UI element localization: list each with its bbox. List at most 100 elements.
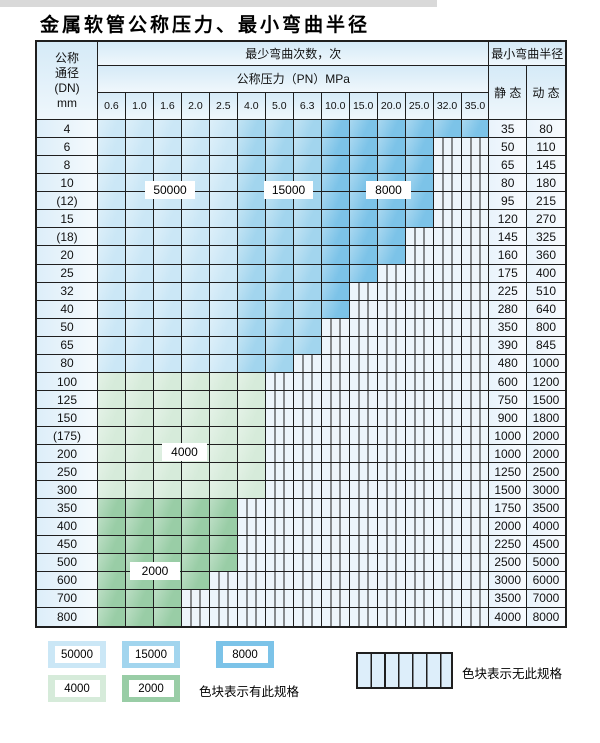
cycles-cell-empty — [349, 409, 378, 428]
dn-cell: 150 — [37, 409, 98, 428]
cycles-cell — [125, 336, 154, 355]
cycles-cell — [98, 499, 126, 518]
cycles-cell — [209, 409, 238, 428]
cycles-cell — [125, 156, 154, 175]
cycles-cell-empty — [461, 228, 490, 247]
dn-cell: 200 — [37, 445, 98, 464]
cycles-cell — [98, 300, 126, 319]
cycles-cell — [293, 246, 322, 265]
cycles-cell-empty — [349, 553, 378, 572]
cycles-cell-empty — [293, 391, 322, 410]
cycles-cell — [433, 120, 462, 139]
dynamic-radius-cell: 845 — [526, 336, 565, 355]
cycles-cell-empty — [461, 336, 490, 355]
cycles-cell — [405, 120, 434, 139]
cycles-cell-empty — [181, 607, 210, 626]
cycles-cell — [405, 192, 434, 211]
cycles-cell-empty — [209, 607, 238, 626]
cycles-cell — [321, 120, 350, 139]
cycles-cell — [209, 517, 238, 536]
cycles-cell-empty — [433, 138, 462, 157]
cycles-cell-empty — [265, 463, 294, 482]
cycles-cell — [321, 282, 350, 301]
cycles-cell — [181, 535, 210, 554]
dynamic-radius-cell: 4500 — [526, 535, 565, 554]
cycles-cell — [237, 372, 266, 392]
static-radius-cell: 280 — [489, 300, 527, 319]
dn-cell: 100 — [37, 372, 98, 392]
cycles-cell — [181, 553, 210, 572]
cycles-cell-empty — [293, 607, 322, 626]
cycles-cell-empty — [433, 607, 462, 626]
cycles-cell-empty — [461, 300, 490, 319]
cycles-cell — [125, 427, 154, 446]
cycles-cell-empty — [377, 499, 406, 518]
cycles-cell-empty — [293, 427, 322, 446]
cycles-cell — [321, 192, 350, 211]
dn-cell: 20 — [37, 246, 98, 265]
cycles-cell-empty — [433, 445, 462, 464]
cycles-cell-empty — [461, 499, 490, 518]
cycles-cell-empty — [377, 463, 406, 482]
cycles-cell — [237, 427, 266, 446]
cycles-cell-empty — [377, 427, 406, 446]
cycles-cell-empty — [265, 535, 294, 554]
cycles-cell — [349, 264, 378, 283]
cycles-cell-empty — [321, 499, 350, 518]
cycles-cell-empty — [405, 607, 434, 626]
cycles-cell — [181, 571, 210, 590]
page-title: 金属软管公称压力、最小弯曲半径 — [40, 14, 371, 36]
cycles-cell-empty — [293, 571, 322, 590]
cycles-cell — [237, 481, 266, 500]
region-label-15000: 15000 — [264, 181, 313, 199]
cycles-cell-empty — [461, 372, 490, 392]
cycles-cell-empty — [433, 228, 462, 247]
cycles-cell-empty — [349, 589, 378, 608]
cycles-cell — [181, 499, 210, 518]
dn-cell: (18) — [37, 228, 98, 247]
cycles-cell-empty — [461, 445, 490, 464]
cycles-cell — [98, 427, 126, 446]
cycles-cell — [125, 607, 154, 626]
cycles-cell — [125, 246, 154, 265]
cycles-cell — [153, 318, 182, 337]
cycles-cell-empty — [405, 391, 434, 410]
cycles-cell — [181, 391, 210, 410]
static-radius-cell: 225 — [489, 282, 527, 301]
cycles-cell — [98, 318, 126, 337]
cycles-cell — [265, 138, 294, 157]
cycles-cell — [293, 138, 322, 157]
min-bend-radius-header: 最小弯曲半径 — [489, 42, 565, 66]
cycles-cell-empty — [293, 463, 322, 482]
cycles-cell — [181, 228, 210, 247]
cycles-cell-empty — [461, 535, 490, 554]
static-radius-cell: 3000 — [489, 571, 527, 590]
cycles-cell — [98, 174, 126, 193]
cycles-cell-empty — [265, 607, 294, 626]
cycles-cell-empty — [405, 372, 434, 392]
cycles-cell-empty — [377, 517, 406, 536]
cycles-cell — [98, 336, 126, 355]
cycles-cell — [321, 174, 350, 193]
cycles-cell — [209, 354, 238, 373]
cycles-cell — [237, 354, 266, 373]
cycles-cell — [349, 120, 378, 139]
cycles-cell — [209, 463, 238, 482]
cycles-cell — [209, 192, 238, 211]
cycles-cell — [181, 354, 210, 373]
cycles-cell-empty — [237, 589, 266, 608]
static-radius-cell: 390 — [489, 336, 527, 355]
cycles-cell-empty — [377, 391, 406, 410]
cycles-cell-empty — [405, 463, 434, 482]
pressure-header-cell: 6.3 — [293, 93, 322, 120]
nominal-pressure-header: 公称压力（PN）MPa — [98, 66, 490, 93]
dynamic-radius-cell: 640 — [526, 300, 565, 319]
pressure-header-cell: 2.5 — [209, 93, 238, 120]
cycles-cell-empty — [265, 553, 294, 572]
dynamic-radius-cell: 400 — [526, 264, 565, 283]
cycles-cell — [377, 138, 406, 157]
cycles-cell-empty — [377, 336, 406, 355]
cycles-cell-empty — [433, 336, 462, 355]
cycles-cell-empty — [377, 264, 406, 283]
cycles-cell-empty — [293, 481, 322, 500]
